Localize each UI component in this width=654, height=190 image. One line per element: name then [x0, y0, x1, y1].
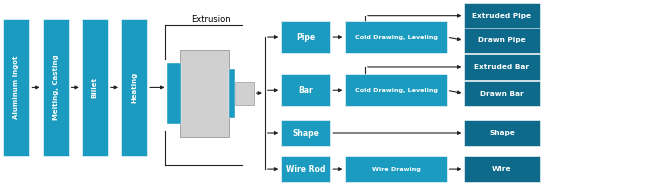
FancyBboxPatch shape	[229, 69, 235, 118]
FancyBboxPatch shape	[464, 156, 540, 182]
Text: Cold Drawing, Leveling: Cold Drawing, Leveling	[354, 88, 438, 93]
FancyBboxPatch shape	[464, 120, 540, 146]
Text: Melting, Casting: Melting, Casting	[52, 55, 59, 120]
Text: Extruded Pipe: Extruded Pipe	[472, 13, 532, 19]
Text: Wire: Wire	[492, 166, 511, 172]
FancyBboxPatch shape	[281, 21, 330, 53]
Text: Extruded Bar: Extruded Bar	[474, 64, 530, 70]
Text: Cold Drawing, Leveling: Cold Drawing, Leveling	[354, 35, 438, 40]
FancyBboxPatch shape	[281, 156, 330, 182]
FancyBboxPatch shape	[180, 50, 229, 137]
Text: Bar: Bar	[298, 86, 313, 95]
FancyBboxPatch shape	[464, 54, 540, 80]
Text: Aluminum Ingot: Aluminum Ingot	[13, 56, 20, 119]
FancyBboxPatch shape	[43, 19, 69, 156]
FancyBboxPatch shape	[464, 3, 540, 29]
FancyBboxPatch shape	[281, 120, 330, 146]
Text: Pipe: Pipe	[296, 32, 315, 42]
Text: Drawn Bar: Drawn Bar	[480, 91, 524, 97]
FancyBboxPatch shape	[235, 82, 254, 105]
Text: Extrusion: Extrusion	[191, 15, 231, 25]
FancyBboxPatch shape	[464, 28, 540, 53]
FancyBboxPatch shape	[464, 81, 540, 106]
Text: Wire Drawing: Wire Drawing	[371, 167, 421, 172]
Text: Heating: Heating	[131, 72, 137, 103]
FancyBboxPatch shape	[167, 63, 181, 124]
Text: Billet: Billet	[92, 77, 98, 98]
FancyBboxPatch shape	[345, 156, 447, 182]
Text: Drawn Pipe: Drawn Pipe	[478, 37, 526, 43]
FancyBboxPatch shape	[345, 21, 447, 53]
Text: Shape: Shape	[292, 128, 319, 138]
Text: Wire Rod: Wire Rod	[286, 165, 326, 174]
FancyBboxPatch shape	[82, 19, 108, 156]
FancyBboxPatch shape	[345, 74, 447, 106]
Text: Shape: Shape	[489, 130, 515, 136]
FancyBboxPatch shape	[281, 74, 330, 106]
FancyBboxPatch shape	[3, 19, 29, 156]
FancyBboxPatch shape	[121, 19, 147, 156]
